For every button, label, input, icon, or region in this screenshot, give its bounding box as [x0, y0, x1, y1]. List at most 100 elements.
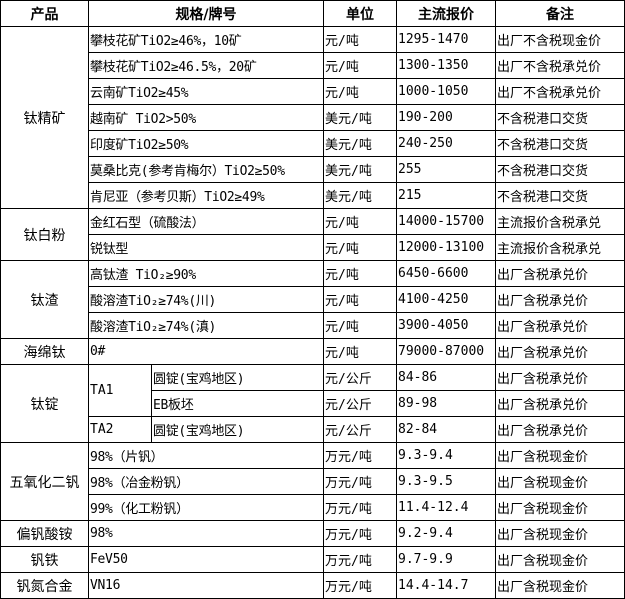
price-cell: 14.4-14.7 [396, 572, 496, 599]
price-cell: 1300-1350 [396, 52, 496, 79]
unit-cell: 美元/吨 [323, 104, 397, 131]
unit-cell: 万元/吨 [323, 442, 397, 469]
spec-cell: 肯尼亚（参考贝斯）TiO2≥49% [88, 182, 324, 209]
product-cell: 钒铁 [0, 546, 89, 573]
table-row: 99%（化工粉钒） 万元/吨 11.4-12.4 出厂含税现金价 [1, 494, 625, 521]
spec-cell: 酸溶渣TiO₂≥74%(川) [88, 286, 324, 313]
note-cell: 主流报价含税承兑 [495, 234, 625, 261]
spec-cell: 99%（化工粉钒） [88, 494, 324, 521]
spec-cell: 98%（片钒） [88, 442, 324, 469]
table-row: 五氧化二钒 98%（片钒） 万元/吨 9.3-9.4 出厂含税现金价 [0, 442, 625, 521]
price-cell: 3900-4050 [396, 312, 496, 339]
note-cell: 出厂不含税现金价 [495, 26, 625, 53]
unit-cell: 元/吨 [323, 286, 397, 313]
table-row: 莫桑比克(参考肯梅尔）TiO2≥50% 美元/吨 255 不含税港口交货 [1, 156, 625, 183]
table-row: 云南矿TiO2≥45% 元/吨 1000-1050 出厂不含税承兑价 [1, 78, 625, 105]
spec-cell: 高钛渣 TiO₂≥90% [88, 260, 324, 287]
table-row: 肯尼亚（参考贝斯）TiO2≥49% 美元/吨 215 不含税港口交货 [1, 182, 625, 209]
price-cell: 14000-15700 [396, 208, 496, 235]
note-cell: 出厂含税现金价 [495, 468, 625, 495]
table-row: 98%（冶金粉钒） 万元/吨 9.3-9.5 出厂含税现金价 [1, 468, 625, 495]
table-row: 锐钛型 元/吨 12000-13100 主流报价含税承兑 [1, 234, 625, 261]
table-row: 钛白粉 金红石型（硫酸法） 元/吨 14000-15700 主流报价含税承兑 [0, 208, 625, 261]
product-cell: 钛精矿 [0, 26, 89, 209]
unit-cell: 万元/吨 [323, 494, 397, 521]
unit-cell: 元/吨 [323, 78, 397, 105]
note-cell: 出厂含税承兑价 [495, 286, 625, 313]
unit-cell: 元/吨 [323, 234, 397, 261]
unit-cell: 元/吨 [323, 260, 397, 287]
price-cell: 9.7-9.9 [396, 546, 496, 573]
table-row: 攀枝花矿TiO2≥46.5%，20矿 元/吨 1300-1350 出厂不含税承兑价 [1, 52, 625, 79]
price-cell: 82-84 [396, 416, 496, 443]
price-cell: 9.2-9.4 [396, 520, 496, 547]
table-row: 钒氮合金 VN16 万元/吨 14.4-14.7 出厂含税现金价 [0, 572, 625, 599]
note-cell: 出厂含税现金价 [495, 546, 625, 573]
unit-cell: 美元/吨 [323, 182, 397, 209]
note-cell: 出厂不含税承兑价 [495, 52, 625, 79]
spec-cell: 金红石型（硫酸法） [88, 208, 324, 235]
header-unit: 单位 [323, 0, 397, 27]
table-row: 钛渣 高钛渣 TiO₂≥90% 元/吨 6450-6600 出厂含税承兑价 [0, 260, 625, 339]
header-row: 产品 规格/牌号 单位 主流报价 备注 [0, 0, 625, 27]
note-cell: 出厂含税现金价 [495, 520, 625, 547]
product-cell: 钛渣 [0, 260, 89, 339]
note-cell: 出厂含税承兑价 [495, 364, 625, 391]
note-cell: 出厂含税承兑价 [495, 260, 625, 287]
unit-cell: 元/吨 [323, 208, 397, 235]
table-row: 钛锭 TA1 圆锭(宝鸡地区) 元/公斤 84-86 出厂含税承兑价 [0, 364, 625, 443]
product-cell: 钒氮合金 [0, 572, 89, 599]
table-row: 酸溶渣TiO₂≥74%(滇) 元/吨 3900-4050 出厂含税承兑价 [1, 312, 625, 339]
spec-cell: 印度矿TiO2≥50% [88, 130, 324, 157]
spec-cell: 圆锭(宝鸡地区) [151, 364, 324, 391]
price-cell: 4100-4250 [396, 286, 496, 313]
unit-cell: 万元/吨 [323, 572, 397, 599]
unit-cell: 元/吨 [323, 52, 397, 79]
unit-cell: 元/吨 [323, 312, 397, 339]
price-cell: 12000-13100 [396, 234, 496, 261]
spec-cell: VN16 [88, 572, 324, 599]
unit-cell: 美元/吨 [323, 130, 397, 157]
spec-cell: 圆锭(宝鸡地区) [151, 416, 324, 443]
table-row: 钒铁 FeV50 万元/吨 9.7-9.9 出厂含税现金价 [0, 546, 625, 573]
header-note: 备注 [495, 0, 625, 27]
unit-cell: 元/吨 [323, 338, 397, 365]
table-row: 海绵钛 0# 元/吨 79000-87000 出厂含税承兑价 [0, 338, 625, 365]
note-cell: 不含税港口交货 [495, 130, 625, 157]
note-cell: 出厂含税承兑价 [495, 312, 625, 339]
price-cell: 215 [396, 182, 496, 209]
unit-cell: 元/公斤 [323, 390, 397, 417]
price-cell: 89-98 [396, 390, 496, 417]
price-cell: 1000-1050 [396, 78, 496, 105]
price-cell: 9.3-9.4 [396, 442, 496, 469]
header-product: 产品 [0, 0, 89, 27]
table-row: 印度矿TiO2≥50% 美元/吨 240-250 不含税港口交货 [1, 130, 625, 157]
price-cell: 190-200 [396, 104, 496, 131]
spec-cell: EB板坯 [151, 390, 324, 417]
table-row: 钛精矿 攀枝花矿TiO2≥46%，10矿 元/吨 1295-1470 出厂不含税现金价 [0, 26, 625, 209]
grade-cell: TA2 [88, 416, 152, 443]
note-cell: 不含税港口交货 [495, 156, 625, 183]
unit-cell: 元/公斤 [323, 416, 397, 443]
spec-cell: 0# [88, 338, 324, 365]
table-row: TA2 圆锭(宝鸡地区) 元/公斤 82-84 出厂含税承兑价 [1, 416, 625, 443]
product-cell: 海绵钛 [0, 338, 89, 365]
unit-cell: 万元/吨 [323, 520, 397, 547]
price-cell: 84-86 [396, 364, 496, 391]
note-cell: 主流报价含税承兑 [495, 208, 625, 235]
note-cell: 出厂含税现金价 [495, 572, 625, 599]
table-row: EB板坯 元/公斤 89-98 出厂含税承兑价 [1, 390, 625, 417]
note-cell: 出厂含税承兑价 [495, 338, 625, 365]
price-cell: 9.3-9.5 [396, 468, 496, 495]
spec-cell: 攀枝花矿TiO2≥46.5%，20矿 [88, 52, 324, 79]
header-spec: 规格/牌号 [88, 0, 324, 27]
unit-cell: 美元/吨 [323, 156, 397, 183]
unit-cell: 万元/吨 [323, 468, 397, 495]
note-cell: 出厂含税承兑价 [495, 416, 625, 443]
spec-cell: 莫桑比克(参考肯梅尔）TiO2≥50% [88, 156, 324, 183]
product-cell: 钛白粉 [0, 208, 89, 261]
note-cell: 出厂含税现金价 [495, 494, 625, 521]
spec-cell: 酸溶渣TiO₂≥74%(滇) [88, 312, 324, 339]
note-cell: 出厂含税承兑价 [495, 390, 625, 417]
